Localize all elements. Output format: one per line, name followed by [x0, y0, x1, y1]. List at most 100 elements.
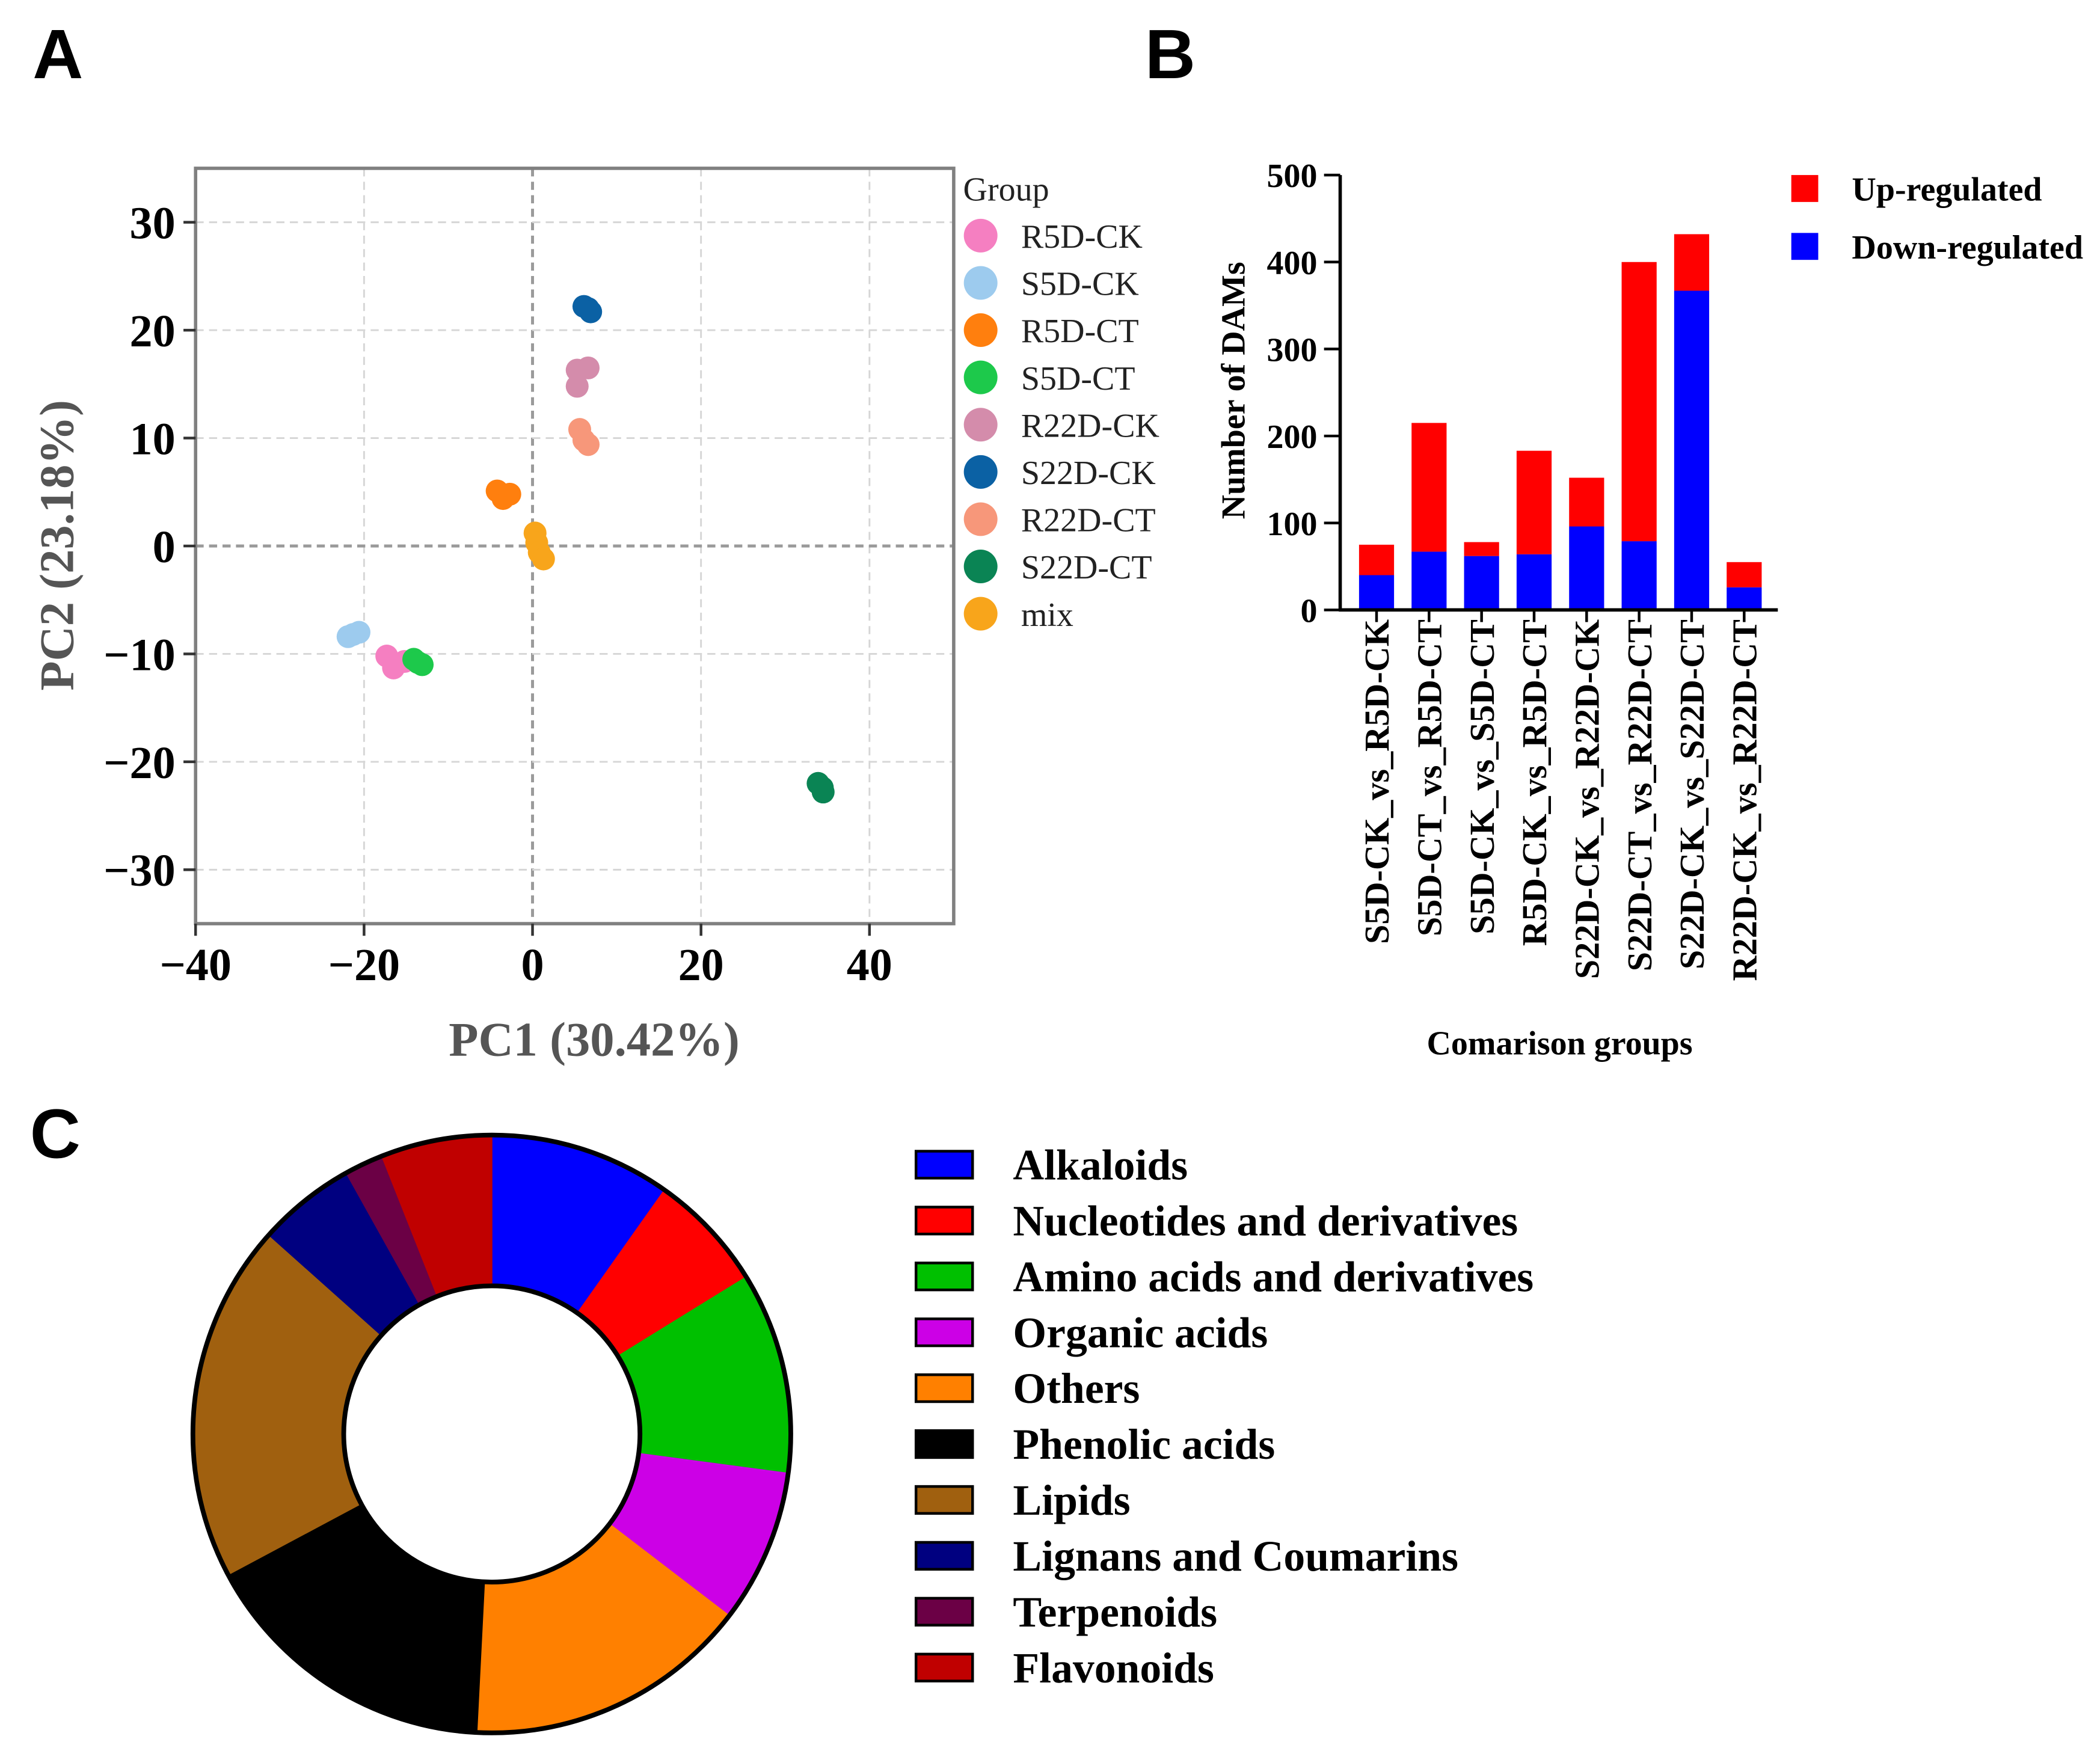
- bar-down-regulated: [1516, 554, 1552, 610]
- y-tick-label: −10: [103, 630, 176, 680]
- legend-label-mix: mix: [1021, 596, 1073, 634]
- bar-up-regulated: [1674, 234, 1710, 291]
- bar-up-regulated: [1621, 262, 1657, 542]
- legend-label-lignans-and-coumarins: Lignans and Coumarins: [1013, 1533, 1458, 1580]
- legend-marker-s22d-ct: [963, 550, 998, 584]
- point-r22d-ct: [576, 433, 600, 456]
- point-r22d-ck: [576, 356, 600, 379]
- bar-down-regulated: [1359, 575, 1395, 610]
- y-tick-label: 100: [1267, 506, 1318, 543]
- bar-up-regulated: [1411, 423, 1447, 552]
- dams-x-axis-title: Comarison groups: [1426, 1025, 1692, 1062]
- x-tick-label: R5D-CK_vs_R5D-CT: [1515, 619, 1554, 946]
- legend-swatch-nucleotides-and-derivatives: [914, 1206, 974, 1236]
- legend-marker-mix: [963, 596, 998, 631]
- legend-marker-s5d-ct: [963, 360, 998, 394]
- legend-marker-s22d-ck: [963, 455, 998, 489]
- point-r5d-ct: [498, 482, 521, 506]
- legend-label-r22d-ct: R22D-CT: [1021, 502, 1156, 539]
- legend-swatch-flavonoids: [914, 1652, 974, 1682]
- point-mix: [532, 547, 555, 571]
- pca-legend-title: Group: [963, 171, 1049, 209]
- y-tick-label: 400: [1267, 245, 1318, 282]
- legend-label-r22d-ck: R22D-CK: [1021, 407, 1159, 444]
- legend-label-terpenoids: Terpenoids: [1013, 1589, 1217, 1636]
- legend-swatch-lignans-and-coumarins: [914, 1541, 974, 1571]
- panel-a: A −40 −20 0 20 40 30 20 10 0 −10 −20 −30 PC1 (30.42…: [30, 15, 1159, 1067]
- legend-label-s22d-ck: S22D-CK: [1021, 455, 1156, 492]
- panel-label-b: B: [1145, 15, 1196, 93]
- x-tick-label: S22D-CK_vs_R22D-CK: [1567, 619, 1606, 979]
- panel-label-a: A: [32, 15, 83, 93]
- legend-label-others: Others: [1013, 1365, 1140, 1412]
- y-tick-label: −20: [103, 738, 176, 788]
- legend-swatch-alkaloids: [914, 1150, 974, 1180]
- pca-scatter-plot: −40 −20 0 20 40 30 20 10 0 −10 −20 −30: [103, 167, 956, 990]
- bar-up-regulated: [1359, 544, 1395, 575]
- legend-label-s22d-ct: S22D-CT: [1021, 549, 1152, 586]
- legend-label-organic-acids: Organic acids: [1013, 1309, 1268, 1357]
- point-s22d-ct: [811, 776, 834, 800]
- bar-down-regulated: [1569, 526, 1604, 610]
- dams-y-axis-title: Number of DAMs: [1215, 262, 1253, 519]
- y-tick-label: 300: [1267, 332, 1318, 369]
- legend-label-down-regulated: Down-regulated: [1852, 229, 2083, 266]
- x-tick-label: 20: [678, 940, 724, 990]
- class-donut-chart: [190, 1132, 793, 1735]
- y-tick-label: 30: [130, 198, 176, 248]
- legend-swatch-lipids: [914, 1485, 974, 1515]
- legend-swatch-amino-acids-and-derivatives: [914, 1262, 974, 1292]
- panel-b: B S5D-CK_vs_R5D-CK S5D-CT_vs_R5D-CT S5D-CK…: [1145, 15, 2083, 1062]
- legend-label-amino-acids-and-derivatives: Amino acids and derivatives: [1013, 1253, 1534, 1301]
- legend-label-r5d-ck: R5D-CK: [1021, 218, 1143, 256]
- bar-up-regulated: [1464, 542, 1499, 556]
- legend-label-s5d-ct: S5D-CT: [1021, 360, 1135, 397]
- legend-marker-r5d-ck: [963, 218, 998, 253]
- legend-label-s5d-ck: S5D-CK: [1021, 266, 1139, 303]
- legend-label-up-regulated: Up-regulated: [1852, 171, 2042, 209]
- legend-label-r5d-ct: R5D-CT: [1021, 313, 1139, 350]
- x-tick-label: R22D-CK_vs_R22D-CT: [1725, 619, 1764, 981]
- class-legend: Alkaloids Nucleotides and derivatives Amin…: [914, 1142, 1534, 1692]
- legend-label-nucleotides-and-derivatives: Nucleotides and derivatives: [1013, 1197, 1518, 1245]
- y-tick-label: −30: [103, 845, 176, 896]
- donut-inner-ring: [341, 1283, 643, 1584]
- x-tick-label: S22D-CK_vs_S22D-CT: [1672, 619, 1712, 969]
- legend-swatch-terpenoids: [914, 1596, 974, 1627]
- legend-label-lipids: Lipids: [1013, 1477, 1130, 1524]
- legend-marker-r5d-ct: [963, 313, 998, 348]
- x-tick-label: 0: [521, 940, 544, 990]
- panel-c: C Alkaloids Nucleotides and derivatives Am…: [30, 1095, 1534, 1735]
- y-tick-label: 200: [1267, 419, 1318, 456]
- y-tick-label: 0: [1300, 593, 1317, 630]
- x-tick-label: S5D-CK_vs_S5D-CT: [1463, 619, 1502, 934]
- panel-label-c: C: [30, 1095, 81, 1173]
- x-tick-label: S5D-CK_vs_R5D-CK: [1357, 619, 1396, 944]
- x-tick-label: −20: [328, 940, 401, 990]
- donut-outer-ring: [190, 1132, 793, 1735]
- bar-up-regulated: [1727, 562, 1762, 587]
- legend-swatch-phenolic-acids: [914, 1429, 974, 1459]
- bar-up-regulated: [1569, 477, 1604, 527]
- pca-y-axis-title: PC2 (23.18%): [30, 400, 84, 691]
- pca-legend: R5D-CK S5D-CK R5D-CT S5D-CT R22D-CK S22D-CK R2…: [963, 218, 1159, 634]
- pca-x-axis-title: PC1 (30.42%): [449, 1013, 740, 1067]
- y-tick-label: 500: [1267, 158, 1318, 195]
- legend-label-alkaloids: Alkaloids: [1013, 1142, 1188, 1189]
- legend-label-flavonoids: Flavonoids: [1013, 1645, 1214, 1692]
- legend-marker-r22d-ct: [963, 502, 998, 536]
- bar-down-regulated: [1621, 541, 1657, 610]
- legend-marker-s5d-ck: [963, 266, 998, 300]
- x-tick-label: −40: [159, 940, 232, 990]
- point-s5d-ct: [406, 651, 430, 674]
- point-s22d-ck: [579, 300, 603, 324]
- legend-swatch-up-regulated: [1791, 175, 1819, 202]
- bar-down-regulated: [1464, 556, 1499, 610]
- bar-down-regulated: [1727, 587, 1762, 610]
- legend-label-phenolic-acids: Phenolic acids: [1013, 1421, 1275, 1468]
- bar-down-regulated: [1674, 290, 1710, 610]
- x-tick-label: 40: [847, 940, 892, 990]
- bar-up-regulated: [1516, 450, 1552, 554]
- legend-swatch-down-regulated: [1791, 233, 1819, 260]
